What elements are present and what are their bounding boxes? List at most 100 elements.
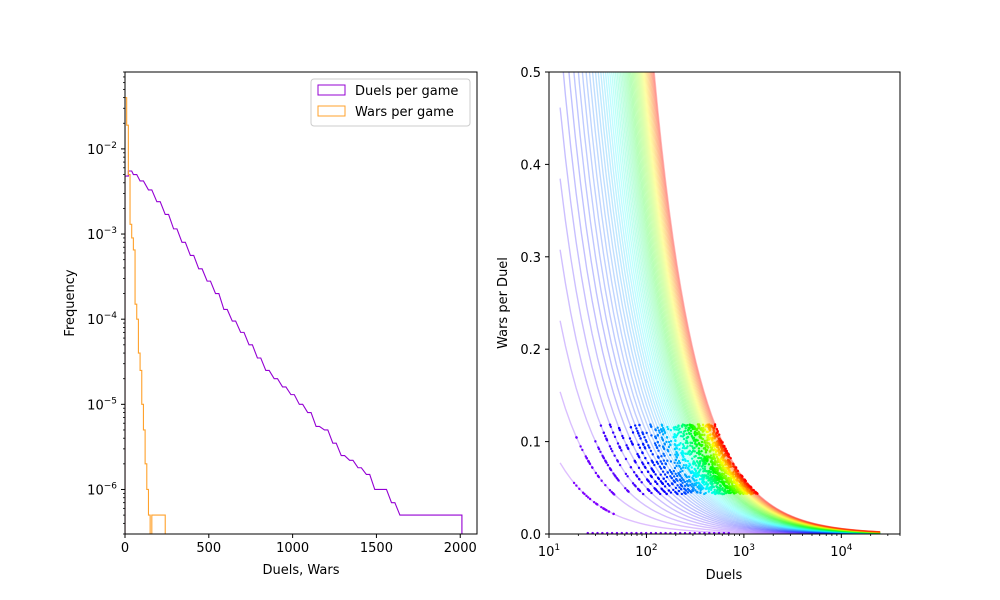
scatter-point: [637, 443, 640, 447]
scatter-point: [707, 442, 711, 445]
scatter-point: [669, 460, 673, 463]
scatter-point: [673, 480, 677, 484]
scatter-curve: [640, 72, 881, 534]
scatter-point: [713, 488, 716, 492]
scatter-point: [635, 531, 638, 534]
scatter-point: [727, 476, 730, 480]
scatter-point: [607, 510, 610, 513]
scatter-point: [754, 490, 757, 494]
scatter-point: [686, 491, 690, 494]
scatter-point: [696, 427, 699, 430]
legend-box: [310, 78, 471, 127]
scatter-point: [688, 462, 691, 465]
scatter-point: [590, 466, 594, 469]
scatter-curve: [642, 72, 881, 533]
scatter-point: [674, 531, 677, 534]
scatter-point: [640, 531, 643, 534]
scatter-y-ticks: 0.0 0.1 0.2 0.3 0.4 0.5: [520, 66, 549, 543]
scatter-point: [732, 472, 735, 475]
scatter-curve: [626, 72, 881, 534]
scatter-point: [703, 428, 707, 431]
scatter-point: [715, 427, 719, 431]
scatter-point: [670, 482, 674, 485]
scatter-point: [636, 429, 639, 433]
scatter-point: [703, 439, 706, 442]
scatter-point: [723, 466, 727, 469]
scatter-point: [656, 441, 660, 444]
scatter-point: [710, 446, 714, 449]
scatter-point: [716, 469, 719, 472]
scatter-point: [683, 480, 687, 484]
scatter-curve: [629, 72, 881, 534]
scatter-curve: [651, 72, 881, 533]
scatter-point: [661, 433, 665, 436]
scatter-point: [680, 476, 683, 480]
scatter-point: [675, 477, 678, 481]
scatter-point: [614, 475, 617, 478]
scatter-point: [674, 444, 677, 447]
scatter-point: [693, 430, 697, 433]
scatter-point: [645, 440, 648, 444]
scatter-point: [618, 427, 621, 430]
scatter-y-tick-label: 0.0: [520, 528, 541, 543]
scatter-point: [648, 446, 651, 449]
scatter-point: [659, 467, 663, 470]
scatter-point: [642, 463, 645, 466]
scatter-curve: [625, 72, 881, 534]
scatter-point: [653, 442, 657, 445]
scatter-point: [638, 489, 641, 492]
scatter-point: [633, 460, 637, 463]
scatter-point: [732, 470, 736, 474]
scatter-point: [669, 531, 672, 534]
scatter-point: [678, 464, 681, 468]
scatter-point: [662, 459, 666, 462]
scatter-point: [722, 492, 726, 496]
scatter-point: [736, 469, 739, 472]
scatter-point: [693, 450, 696, 453]
scatter-point: [684, 426, 687, 430]
scatter-point: [605, 437, 608, 440]
scatter-point: [669, 439, 673, 443]
scatter-point: [729, 491, 733, 494]
scatter-point: [673, 475, 676, 478]
scatter-point: [679, 488, 683, 491]
scatter-point: [658, 444, 661, 447]
scatter-point: [678, 461, 682, 465]
scatter-point: [599, 450, 602, 454]
scatter-point: [650, 434, 653, 437]
scatter-point: [698, 482, 701, 486]
scatter-point: [718, 472, 721, 475]
scatter-point: [608, 445, 612, 448]
scatter-point: [654, 531, 658, 534]
scatter-point: [604, 483, 607, 487]
scatter-point: [649, 449, 653, 453]
scatter-point: [705, 448, 709, 452]
scatter-point: [684, 452, 687, 455]
scatter-x-tick-label: 103: [733, 543, 755, 560]
scatter-point: [644, 456, 647, 460]
scatter-point: [679, 434, 683, 438]
scatter-point: [631, 431, 635, 434]
scatter-point: [675, 434, 679, 437]
scatter-y-tick-label: 0.2: [520, 343, 541, 358]
scatter-point: [642, 443, 645, 446]
scatter-point: [676, 462, 679, 465]
scatter-point: [692, 484, 695, 487]
scatter-point: [698, 462, 702, 465]
scatter-point: [660, 462, 664, 465]
scatter-point: [662, 446, 665, 450]
scatter-point: [591, 531, 594, 534]
scatter-curve: [621, 72, 881, 534]
scatter-point: [686, 479, 689, 483]
scatter-point: [626, 446, 629, 449]
scatter-point: [724, 469, 728, 472]
scatter-point: [673, 448, 677, 451]
scatter-point: [630, 531, 633, 534]
scatter-point: [690, 434, 693, 438]
histogram-x-tick-label: 0: [121, 541, 129, 556]
scatter-curve: [646, 72, 881, 533]
scatter-curve: [573, 72, 881, 534]
scatter-point: [672, 436, 676, 439]
scatter-point: [691, 476, 694, 479]
scatter-point: [647, 461, 650, 465]
